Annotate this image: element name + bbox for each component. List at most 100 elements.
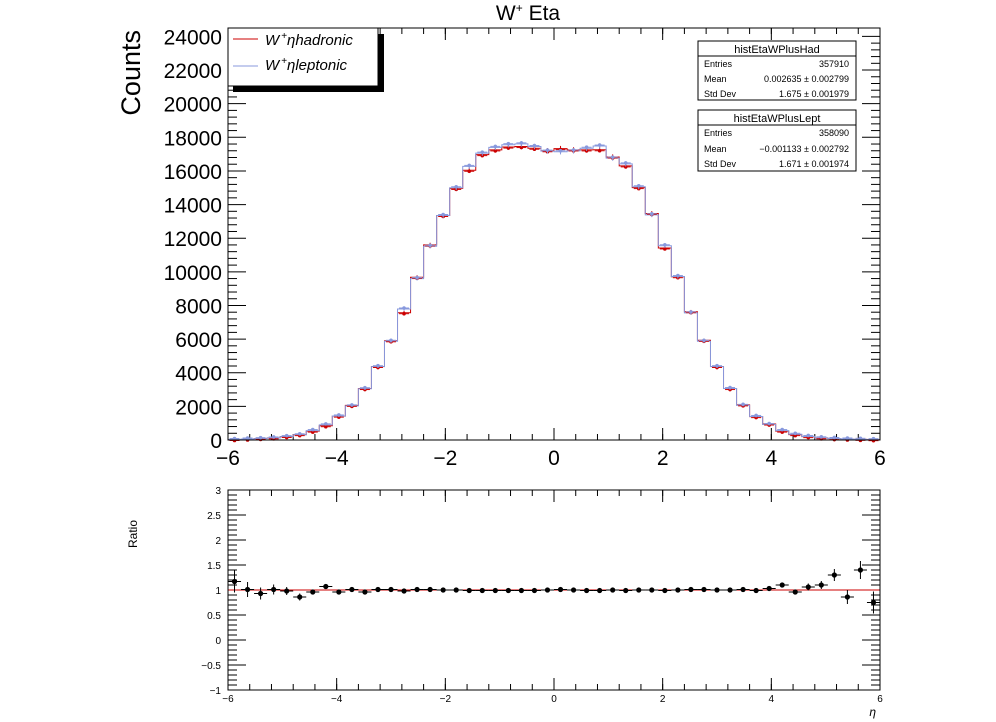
data-point [297, 431, 302, 436]
data-point [754, 413, 758, 418]
ratio-point [323, 583, 329, 590]
ratio-point [675, 587, 681, 593]
ratio-y-tick-label: 3 [215, 486, 221, 497]
ratio-point [244, 586, 251, 593]
ratio-point [844, 594, 851, 600]
data-point [780, 430, 784, 434]
data-point [258, 435, 263, 440]
data-point [532, 143, 537, 148]
y-tick-label: 12000 [164, 228, 222, 251]
data-point [493, 149, 498, 153]
ratio-point [388, 586, 394, 593]
stats-value-stddev: 1.671 ± 0.001974 [779, 159, 849, 169]
ratio-point [310, 589, 316, 595]
data-point [845, 436, 850, 440]
ratio-point [479, 587, 485, 594]
data-point [324, 422, 328, 426]
stats-value-entries: 357910 [819, 59, 849, 69]
data-point [389, 338, 393, 343]
data-point [467, 169, 472, 174]
stats-value-stddev: 1.675 ± 0.001979 [779, 89, 849, 99]
ratio-point [779, 582, 785, 588]
y-tick-label: 24000 [164, 26, 222, 49]
ratio-point [492, 587, 498, 594]
bottom-axis-ticks: −1 −0.5 0 0.5 1 1.5 2 2.5 3 −6 −4 −2 0 2 4 6 [201, 486, 883, 705]
ratio-y-tick-label: 1 [215, 586, 221, 597]
data-point [663, 247, 667, 251]
data-point [467, 163, 472, 168]
ratio-point [831, 572, 837, 578]
ratio-point [544, 587, 551, 593]
data-point [284, 433, 289, 438]
stats-label-mean: Mean [704, 144, 727, 154]
data-point [454, 184, 459, 189]
x-tick-label: −4 [325, 447, 349, 470]
data-point [506, 141, 511, 146]
ratio-point [557, 586, 564, 593]
ratio-y-tick-label: 1.5 [207, 561, 221, 572]
main-histogram-panel: W+ Eta Counts 0 2000 4000 6000 8000 10000 1200… [116, 1, 886, 470]
x-axis-label: η [869, 705, 876, 719]
data-point [728, 385, 732, 390]
legend-box [227, 27, 379, 87]
data-point [245, 436, 250, 440]
top-plot-frame [227, 27, 881, 441]
data-point [584, 145, 589, 150]
ratio-point [714, 587, 720, 593]
x-tick-label: 0 [548, 447, 560, 470]
ratio-point [610, 587, 616, 593]
ratio-point [453, 587, 459, 593]
ratio-point [766, 585, 772, 592]
data-point [806, 433, 811, 438]
data-point [310, 430, 315, 434]
ratio-point [818, 582, 824, 588]
data-point [545, 148, 550, 152]
ratio-y-tick-label: 0 [215, 636, 221, 647]
ratio-point [414, 586, 420, 593]
ratio-point [231, 578, 238, 585]
stats-value-mean: 0.002635 ± 0.002799 [764, 74, 849, 84]
y-tick-label: 22000 [164, 60, 222, 83]
ratio-panel: Ratio −1 −0.5 0 0.5 1 1.5 2 2.5 3 −6 −4 −2 0 2 4 6 η [126, 486, 883, 719]
stats-value-mean: −0.001133 ± 0.002792 [759, 144, 849, 154]
ratio-point [297, 594, 303, 600]
ratio-point [531, 587, 538, 594]
y-tick-label: 14000 [164, 195, 222, 218]
stats-value-entries: 358090 [819, 128, 849, 138]
data-point [441, 212, 445, 217]
stats-label-stddev: Std Dev [704, 89, 737, 99]
ratio-y-tick-label: −0.5 [201, 661, 221, 672]
ratio-y-axis-label: Ratio [126, 520, 140, 548]
stats-box-leptonic: histEtaWPlusLept Entries 358090 Mean −0.… [697, 109, 857, 172]
data-point [415, 275, 419, 280]
ratio-point [623, 587, 629, 594]
stats-box-hadronic: histEtaWPlusHad Entries 357910 Mean 0.00… [697, 40, 857, 101]
histogram-line-series-0 [227, 146, 881, 441]
chart-title: W+ Eta [496, 1, 561, 25]
ratio-point [518, 587, 525, 594]
ratio-point [349, 586, 355, 593]
x-tick-label: 6 [874, 447, 886, 470]
ratio-point [597, 587, 603, 594]
stats-title: histEtaWPlusLept [734, 113, 821, 125]
ratio-x-tick-label: −6 [222, 694, 234, 705]
stats-box-frame [697, 109, 857, 172]
data-point [623, 165, 628, 169]
ratio-point [375, 586, 381, 593]
data-point [310, 427, 315, 432]
stats-label-stddev: Std Dev [704, 159, 737, 169]
data-point [819, 435, 824, 439]
data-point [715, 363, 719, 368]
data-point [493, 144, 498, 149]
x-tick-label: −6 [216, 447, 240, 470]
ratio-point [271, 586, 277, 593]
ratio-point [636, 587, 642, 593]
ratio-y-tick-label: 0.5 [207, 611, 221, 622]
legend-label-leptonic: W +ηleptonic [265, 56, 348, 74]
ratio-x-tick-label: 4 [769, 694, 775, 705]
data-point [676, 273, 680, 278]
top-axis-ticks: 0 2000 4000 6000 8000 10000 12000 14000 16000 180… [164, 26, 886, 470]
legend: W +ηhadronic W +ηleptonic [227, 27, 384, 92]
data-point [597, 143, 602, 147]
ratio-point [427, 586, 433, 593]
